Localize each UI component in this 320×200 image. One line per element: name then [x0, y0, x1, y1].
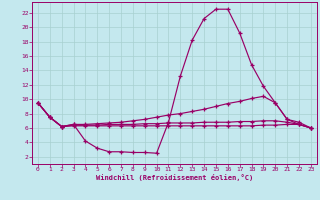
- X-axis label: Windchill (Refroidissement éolien,°C): Windchill (Refroidissement éolien,°C): [96, 174, 253, 181]
